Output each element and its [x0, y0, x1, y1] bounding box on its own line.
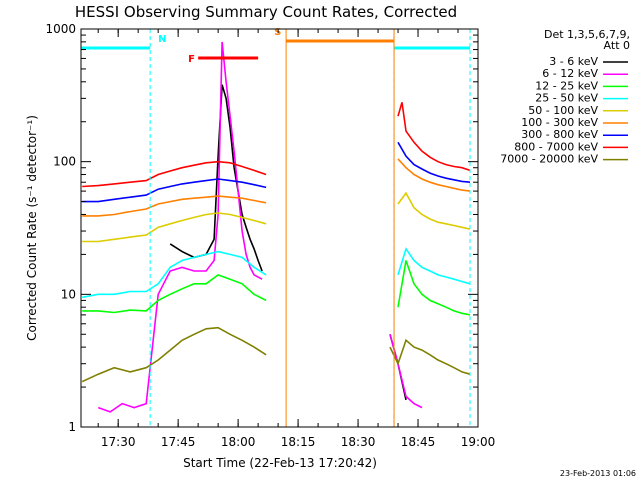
- legend-label-1: 6 - 12 keV: [542, 67, 598, 80]
- legend-label-6: 300 - 800 keV: [521, 128, 598, 141]
- footer-date: 23-Feb-2013 01:06: [560, 469, 636, 478]
- legend-label-4: 50 - 100 keV: [528, 104, 598, 117]
- plot-frame: [80, 28, 479, 428]
- legend-label-5: 100 - 300 keV: [521, 116, 598, 129]
- x-tick-label-3: 18:15: [281, 435, 316, 449]
- legend-label-7: 800 - 7000 keV: [514, 140, 598, 153]
- annotation-label-n: N: [158, 34, 166, 45]
- x-tick-label-6: 19:00: [461, 435, 496, 449]
- legend-label-0: 3 - 6 keV: [549, 55, 598, 68]
- x-axis-label: Start Time (22-Feb-13 17:20:42): [183, 456, 377, 470]
- x-tick-label-2: 18:00: [221, 435, 256, 449]
- legend-label-8: 7000 - 20000 keV: [500, 153, 598, 166]
- series-line-2: [82, 260, 471, 316]
- chart-title: HESSI Observing Summary Count Rates, Cor…: [75, 3, 457, 21]
- y-tick-label-1: 10: [61, 287, 76, 301]
- series-line-5: [82, 158, 471, 217]
- series-line-7: [82, 102, 471, 188]
- y-tick-label-2: 100: [53, 155, 76, 169]
- plot-area: NFS: [81, 27, 471, 427]
- series-line-3: [82, 247, 471, 299]
- series-line-4: [82, 191, 471, 243]
- y-axis-label: Corrected Count Rate (s⁻¹ detector⁻¹): [25, 115, 39, 341]
- series-line-6: [82, 141, 471, 203]
- legend-label-3: 25 - 50 keV: [535, 92, 598, 105]
- legend-label-2: 12 - 25 keV: [535, 79, 598, 92]
- annotation-label-f: F: [188, 54, 195, 65]
- series-line-8: [81, 326, 471, 383]
- legend-header-0: Det 1,3,5,6,7,9,: [544, 28, 630, 41]
- axes: 17:30 17:45 18:00 18:15 18:30 18:45 19:00 1 10 10…: [45, 22, 495, 449]
- legend-header-1: Att 0: [604, 39, 630, 52]
- x-tick-label-4: 18:30: [341, 435, 376, 449]
- y-tick-label-0: 1: [68, 420, 76, 434]
- x-tick-label-5: 18:45: [401, 435, 436, 449]
- x-tick-label-1: 17:45: [161, 435, 196, 449]
- x-tick-label-0: 17:30: [101, 435, 136, 449]
- series-line-0: [169, 84, 407, 401]
- series-line-1: [97, 41, 423, 413]
- y-tick-label-3: 1000: [45, 22, 76, 36]
